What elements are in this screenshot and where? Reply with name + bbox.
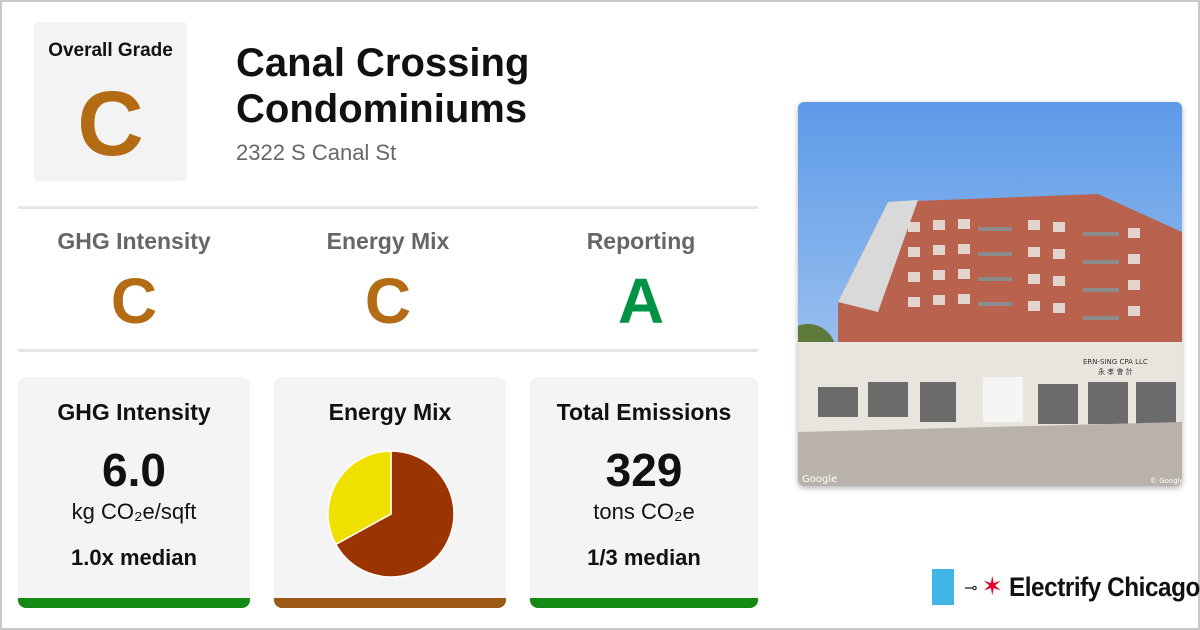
electrify-chicago-logo[interactable]: ⊸ ✶ Electrify Chicago	[932, 569, 1200, 605]
card-grade-bar	[18, 598, 250, 608]
divider-middle	[18, 349, 758, 352]
building-photo: ERN-SING CPA LLC 永 孝 會 計 Google © Google	[798, 102, 1182, 486]
subgrade-label: GHG Intensity	[57, 228, 211, 254]
card-title: Total Emissions	[556, 399, 732, 425]
ghg-intensity-value: 6.0	[102, 444, 166, 496]
overall-grade-letter: C	[77, 73, 144, 175]
card-title: Energy Mix	[328, 399, 452, 425]
card-grade-bar	[274, 598, 506, 608]
overall-grade-tile: Overall Grade C	[34, 22, 187, 181]
ghg-intensity-median: 1.0x median	[71, 545, 197, 570]
ghg-intensity-unit: kg CO₂e/sqft	[71, 499, 197, 524]
photo-watermark-left: Google	[802, 474, 837, 485]
subgrade-reporting: Reporting A	[521, 228, 761, 333]
energy-mix-pie	[326, 449, 456, 579]
logo-text: Electrify Chicago	[1009, 571, 1200, 602]
pie-slice-clean	[327, 450, 392, 546]
subgrade-grade: C	[364, 265, 412, 337]
energy-mix-card: Energy Mix	[274, 377, 506, 608]
total-emissions-unit: tons CO₂e	[593, 499, 695, 524]
subgrade-label: Reporting	[586, 228, 696, 254]
plug-icon: ⊸	[964, 577, 978, 597]
divider-top	[18, 206, 758, 209]
photo-sign-text: ERN-SING CPA LLC	[1083, 358, 1148, 366]
chicago-star-icon: ✶	[981, 572, 1004, 602]
chicago-flag-stripe	[932, 569, 954, 605]
pie-slice-fossil	[334, 450, 455, 578]
subgrade-grade: A	[617, 265, 665, 337]
card-title: GHG Intensity	[57, 399, 211, 425]
subgrade-ghg-intensity: GHG Intensity C	[14, 228, 254, 333]
total-emissions-card: Total Emissions 329 tons CO₂e 1/3 median	[530, 377, 758, 608]
subgrade-grade: C	[110, 265, 158, 337]
subgrade-energy-mix: Energy Mix C	[268, 228, 508, 333]
subgrade-label: Energy Mix	[326, 228, 450, 254]
total-emissions-value: 329	[605, 444, 683, 496]
building-address: 2322 S Canal St	[236, 140, 397, 165]
total-emissions-median: 1/3 median	[587, 545, 701, 570]
building-name: Canal Crossing Condominiums	[236, 41, 530, 131]
overall-grade-label: Overall Grade	[48, 40, 173, 61]
photo-sign-text-2: 永 孝 會 計	[1098, 367, 1133, 376]
ghg-intensity-card: GHG Intensity 6.0 kg CO₂e/sqft 1.0x medi…	[18, 377, 250, 608]
photo-watermark-right: © Google	[1150, 477, 1182, 485]
card-grade-bar	[530, 598, 758, 608]
